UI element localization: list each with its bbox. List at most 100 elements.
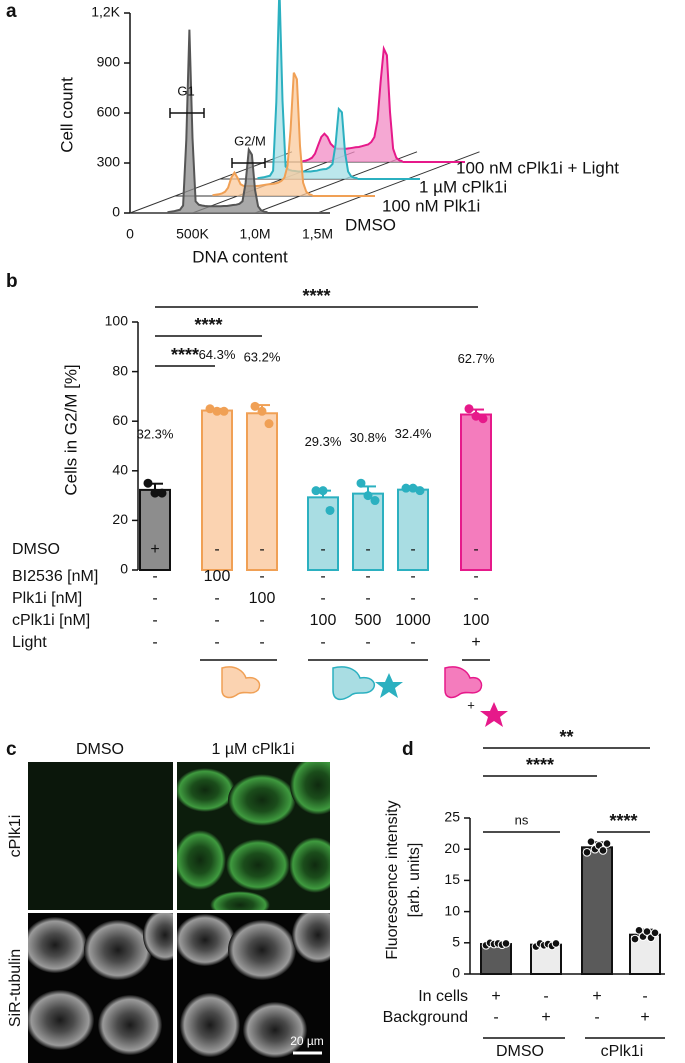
bar — [246, 412, 278, 571]
uncaged-inhibitor-icon — [444, 666, 483, 699]
condition-cell: - — [152, 612, 157, 629]
condition-label: Light — [12, 634, 47, 651]
replicate-point — [478, 414, 488, 424]
replicate-point — [325, 505, 335, 515]
condition-cell: + — [541, 1009, 550, 1026]
condition-label: cPlk1i [nM] — [12, 612, 90, 629]
replicate-point — [551, 939, 561, 948]
y-tick-label: 0 — [120, 561, 128, 577]
condition-cell: + — [150, 541, 159, 558]
replicate-point — [634, 926, 644, 935]
histogram-line — [212, 72, 313, 197]
floor-line — [129, 151, 293, 214]
condition-label: Plk1i [nM] — [12, 590, 82, 607]
image-column-label: DMSO — [76, 741, 124, 758]
bar — [139, 488, 171, 571]
value-label: 32.3% — [137, 426, 174, 441]
condition-cell: 100 — [463, 612, 490, 629]
condition-cell: - — [152, 634, 157, 651]
cage-star — [375, 673, 403, 698]
panel-letter: a — [6, 1, 17, 22]
condition-label: Background — [383, 1009, 468, 1026]
x-tick-label: 1,0M — [239, 226, 270, 242]
condition-cell: - — [410, 541, 415, 558]
condition-cell: - — [152, 590, 157, 607]
replicate-point — [157, 488, 167, 498]
replicate-point — [205, 404, 215, 414]
condition-cell: - — [594, 1009, 599, 1026]
tubulin-cells — [28, 913, 173, 1055]
panel-letter: b — [6, 271, 18, 292]
significance-label: ns — [515, 812, 529, 827]
caged-inhibitor-icon — [332, 666, 376, 701]
legend-label: 100 nM cPlk1i + Light — [456, 158, 619, 177]
value-label: 63.2% — [244, 350, 281, 365]
image-column-label: 1 µM cPlk1i — [211, 741, 294, 758]
x-axis-label: DNA content — [192, 247, 288, 266]
condition-label: In cells — [418, 988, 468, 1005]
replicate-point — [150, 488, 160, 498]
legend-label: DMSO — [345, 215, 396, 234]
y-tick-label: 60 — [112, 412, 128, 428]
x-tick-label: 500K — [176, 226, 209, 242]
replicate-point — [464, 404, 474, 414]
y-tick-label: 5 — [452, 934, 460, 950]
bar — [352, 492, 384, 571]
significance-label: **** — [526, 755, 554, 775]
panel-letter: c — [6, 739, 17, 760]
tubulin-cells — [177, 913, 330, 1058]
x-tick-label: 1,5M — [302, 226, 333, 242]
condition-cell: - — [473, 541, 478, 558]
condition-cell: - — [214, 634, 219, 651]
condition-cell: - — [320, 590, 325, 607]
histogram-line — [302, 44, 403, 163]
replicate-point — [598, 846, 608, 855]
microscopy-images — [28, 762, 330, 1063]
panel-letter: d — [402, 739, 414, 760]
replicate-point — [408, 483, 418, 493]
condition-cell: - — [365, 590, 370, 607]
scale-bar-label: 20 µm — [290, 1034, 324, 1048]
value-label: 62.7% — [458, 351, 495, 366]
replicate-point — [401, 483, 411, 493]
condition-cell: + — [592, 988, 601, 1005]
replicate-point — [143, 478, 153, 488]
value-label: 64.3% — [199, 347, 236, 362]
replicate-point — [318, 486, 328, 496]
condition-cell: - — [642, 988, 647, 1005]
condition-cell: + — [640, 1009, 649, 1026]
replicate-point — [257, 406, 267, 416]
y-tick-label: 600 — [97, 104, 121, 120]
significance-label: **** — [194, 315, 222, 335]
y-tick-label: 0 — [452, 965, 460, 981]
bar — [581, 846, 613, 975]
condition-cell: - — [473, 590, 478, 607]
value-label: 32.4% — [395, 426, 432, 441]
replicate-point — [212, 406, 222, 416]
y-tick-label: 20 — [112, 511, 128, 527]
annotation: G2/M — [234, 133, 266, 148]
icon-plus: + — [467, 697, 475, 712]
condition-cell: 100 — [310, 612, 337, 629]
y-tick-label: 1,2K — [91, 4, 120, 20]
image-row-label: cPlk1i — [7, 815, 24, 858]
released-star — [480, 702, 508, 727]
replicate-point — [415, 486, 425, 496]
histogram-area — [302, 48, 403, 163]
replicate-point — [356, 478, 366, 488]
replicate-point — [650, 928, 660, 938]
image-dmso-cplk1i — [28, 762, 173, 910]
condition-cell: - — [473, 568, 478, 585]
bar — [201, 409, 233, 572]
y-tick-label: 300 — [97, 154, 121, 170]
histogram-line — [167, 29, 268, 214]
condition-label: DMSO — [12, 541, 60, 558]
inhibitor-icon — [221, 666, 261, 699]
y-tick-label: 20 — [444, 840, 460, 856]
replicate-point — [363, 491, 373, 501]
histogram-area — [257, 0, 358, 179]
y-tick-label: 900 — [97, 54, 121, 70]
condition-cell: - — [493, 1009, 498, 1026]
